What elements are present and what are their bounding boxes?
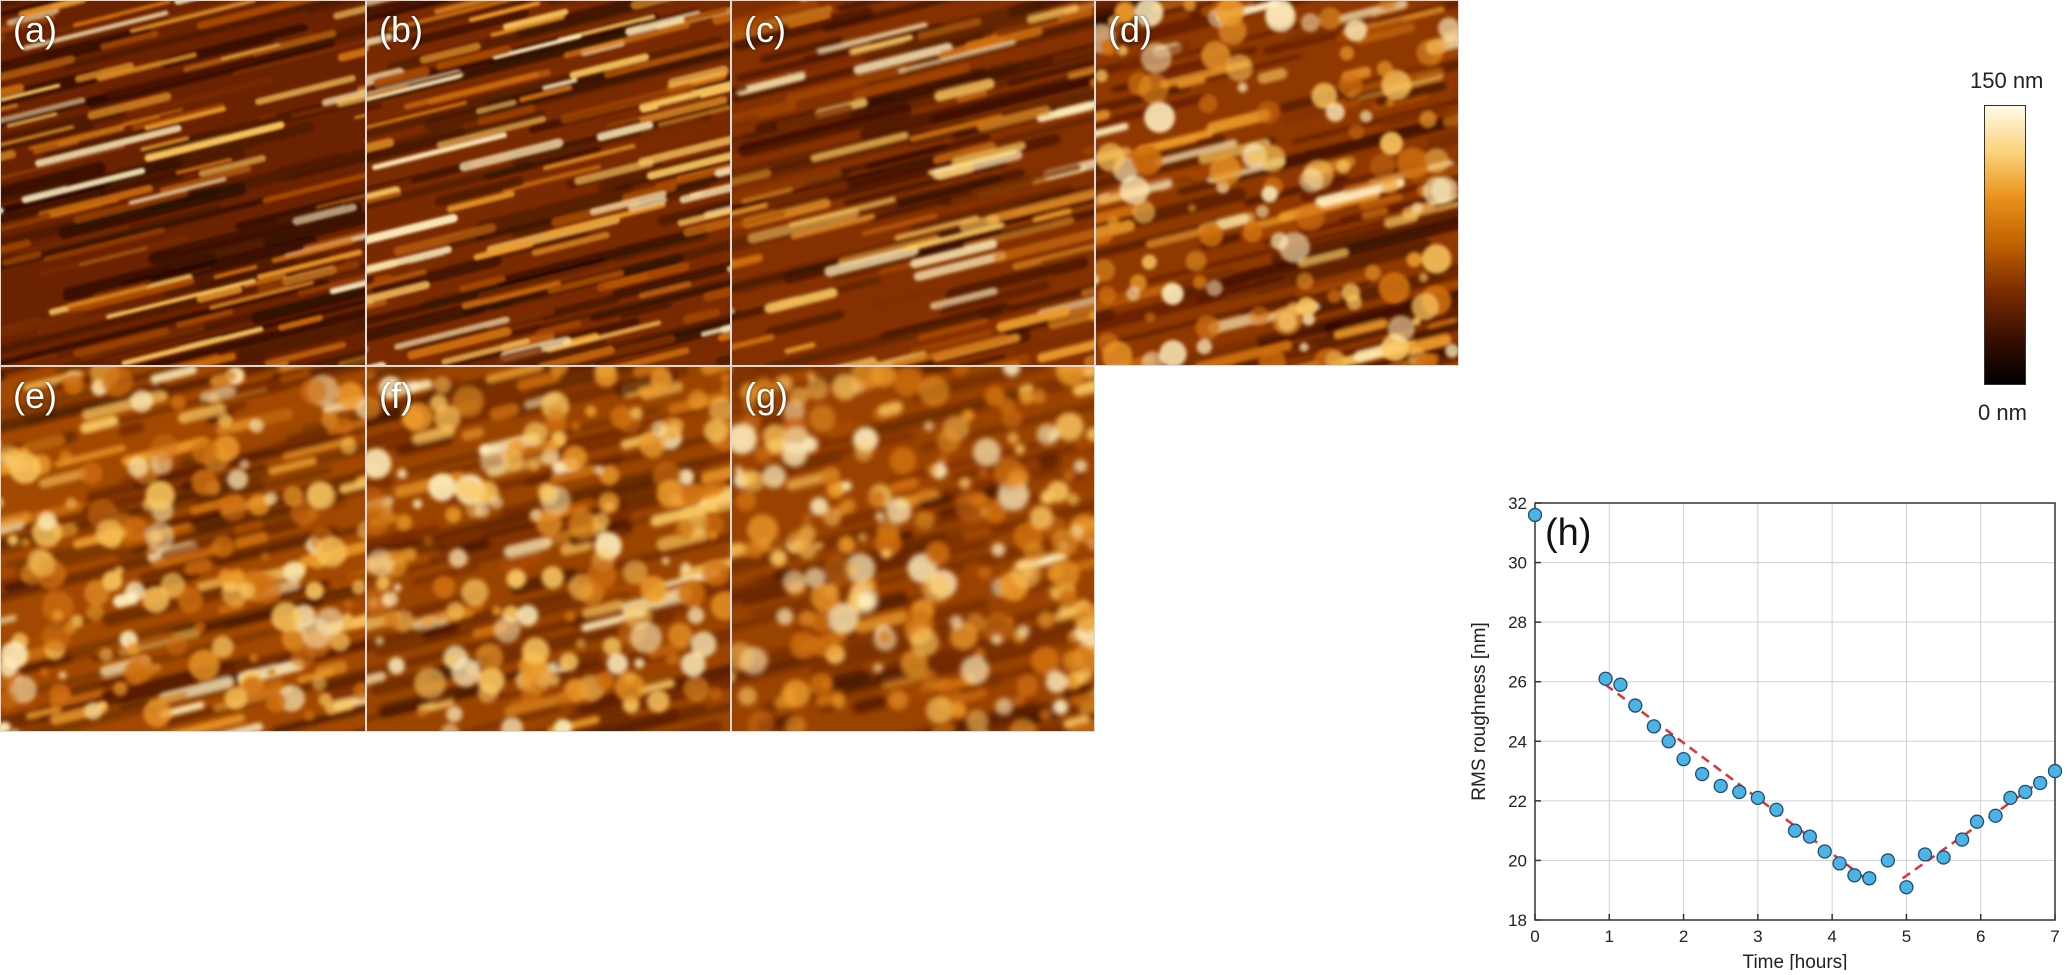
data-point — [1751, 791, 1764, 804]
x-axis-label: Time [hours] — [1743, 952, 1848, 970]
colorbar-gradient — [1984, 105, 2026, 385]
x-tick-label: 3 — [1753, 927, 1762, 946]
data-point — [2034, 776, 2047, 789]
y-tick-label: 24 — [1508, 732, 1527, 751]
panel-label-b: (b) — [379, 9, 423, 51]
data-point — [2019, 785, 2032, 798]
afm-image-f — [367, 367, 731, 732]
afm-image-e — [1, 367, 366, 732]
data-point — [1789, 824, 1802, 837]
x-tick-label: 6 — [1976, 927, 1985, 946]
x-tick-label: 2 — [1679, 927, 1688, 946]
y-tick-label: 22 — [1508, 792, 1527, 811]
data-point — [1956, 833, 1969, 846]
y-tick-label: 20 — [1508, 851, 1527, 870]
rms-roughness-chart: 0 1 2 3 4 5 6 7 18 20 22 24 26 28 30 32 Time [hours] RMS … — [1455, 485, 2070, 970]
afm-image-b — [367, 1, 731, 366]
colorbar-max-label: 150 nm — [1970, 68, 2043, 94]
x-tick-label: 7 — [2050, 927, 2059, 946]
plot-area — [1535, 503, 2055, 920]
data-point — [1803, 830, 1816, 843]
panel-label-e: (e) — [13, 375, 57, 417]
y-tick-label: 26 — [1508, 673, 1527, 692]
data-point — [1677, 753, 1690, 766]
afm-image-c — [732, 1, 1095, 366]
y-axis-label: RMS roughness [nm] — [1469, 622, 1490, 800]
panel-label-d: (d) — [1108, 9, 1152, 51]
data-point — [1770, 803, 1783, 816]
afm-panel-a: (a) — [0, 0, 366, 366]
panel-label-c: (c) — [744, 9, 786, 51]
data-point — [1714, 779, 1727, 792]
data-point — [1818, 845, 1831, 858]
data-point — [1937, 851, 1950, 864]
data-point — [1647, 720, 1660, 733]
data-point — [1629, 699, 1642, 712]
y-tick-label: 32 — [1508, 494, 1527, 513]
y-tick-label: 18 — [1508, 911, 1527, 930]
panel-label-g: (g) — [744, 375, 788, 417]
y-tick-label: 28 — [1508, 613, 1527, 632]
afm-image-a — [1, 1, 366, 366]
data-point — [1696, 768, 1709, 781]
x-tick-label: 0 — [1530, 927, 1539, 946]
data-point — [2049, 765, 2062, 778]
x-tick-label: 4 — [1827, 927, 1836, 946]
afm-image-g — [732, 367, 1095, 732]
data-point — [1529, 508, 1542, 521]
afm-panel-e: (e) — [0, 366, 366, 732]
panel-label-h: (h) — [1545, 512, 1591, 554]
data-point — [1662, 735, 1675, 748]
data-point — [1881, 854, 1894, 867]
data-point — [1863, 872, 1876, 885]
panel-label-a: (a) — [13, 9, 57, 51]
rms-roughness-plot: 0 1 2 3 4 5 6 7 18 20 22 24 26 28 30 32 Time [hours] RMS … — [1455, 485, 2070, 970]
y-tick-label: 30 — [1508, 554, 1527, 573]
data-point — [1989, 809, 2002, 822]
data-point — [1833, 857, 1846, 870]
data-point — [2004, 791, 2017, 804]
afm-panel-d: (d) — [1095, 0, 1459, 366]
x-tick-label: 1 — [1605, 927, 1614, 946]
data-point — [1599, 672, 1612, 685]
height-colorbar: 150 nm 0 nm — [1960, 60, 2070, 440]
afm-panel-b: (b) — [366, 0, 731, 366]
afm-panel-f: (f) — [366, 366, 731, 732]
afm-panel-c: (c) — [731, 0, 1095, 366]
x-tick-label: 5 — [1902, 927, 1911, 946]
afm-panel-g: (g) — [731, 366, 1095, 732]
data-point — [1848, 869, 1861, 882]
data-point — [1919, 848, 1932, 861]
panel-label-f: (f) — [379, 375, 413, 417]
data-point — [1614, 678, 1627, 691]
colorbar-min-label: 0 nm — [1978, 400, 2027, 426]
data-point — [1971, 815, 1984, 828]
data-point — [1900, 881, 1913, 894]
data-point — [1733, 785, 1746, 798]
afm-image-d — [1096, 1, 1459, 366]
